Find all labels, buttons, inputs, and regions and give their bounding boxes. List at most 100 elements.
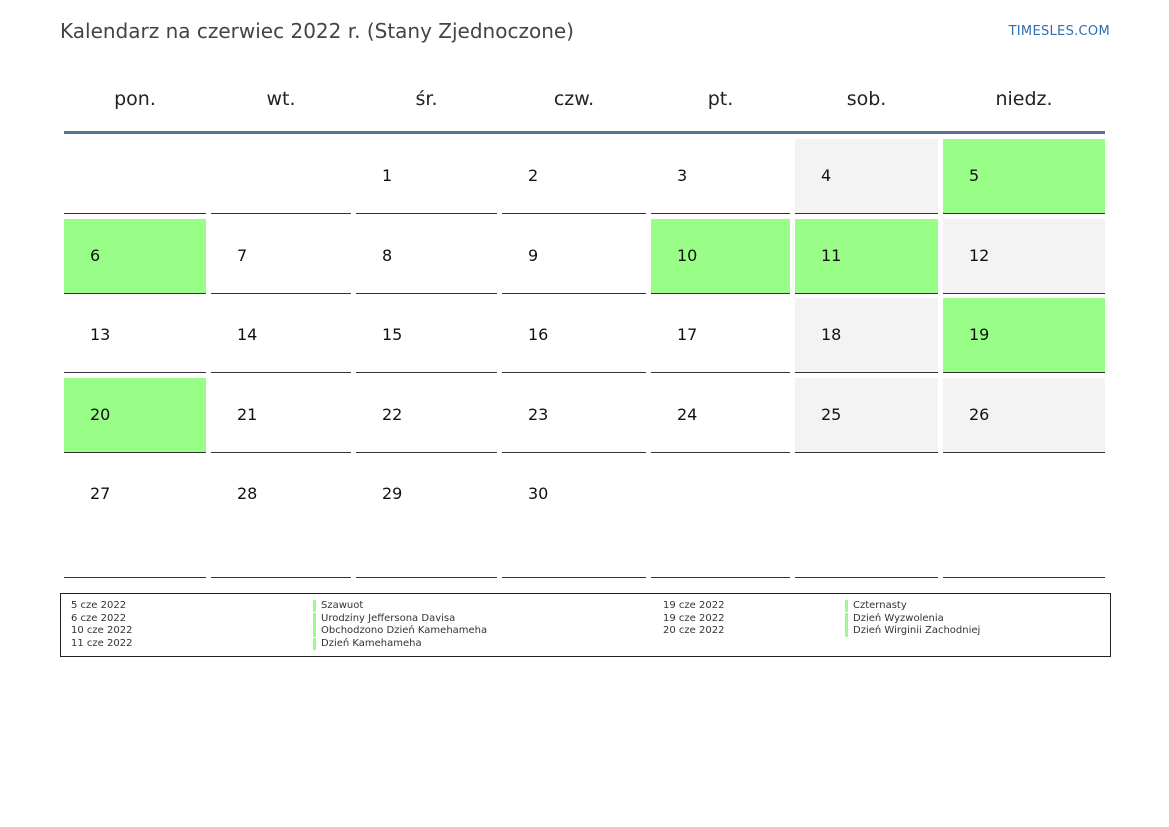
weekday-label: śr.	[415, 88, 438, 110]
holiday-name: Obchodzono Dzień Kamehameha	[321, 625, 488, 636]
day-number: 17	[677, 325, 698, 344]
holiday-marker	[313, 612, 316, 625]
day-number: 5	[969, 166, 980, 185]
holiday-marker	[313, 600, 316, 612]
day-number: 7	[237, 246, 248, 265]
day-cell: 3	[651, 139, 790, 214]
day-number: 14	[237, 325, 258, 344]
weekday-label: pt.	[707, 88, 734, 110]
holiday-name: Urodziny Jeffersona Davisa	[321, 612, 456, 624]
holiday-date: 19 cze 2022	[663, 612, 725, 624]
day-number: 1	[382, 166, 393, 185]
holiday-item: 20 cze 2022 Dzień Wirginii Zachodniej	[663, 625, 1093, 637]
day-number: 16	[528, 325, 549, 344]
header-rule	[64, 131, 1105, 134]
holiday-name: Czternasty	[853, 600, 907, 611]
day-cell: 19	[943, 298, 1105, 373]
holiday-item: 11 cze 2022 Dzień Kamehameha	[71, 637, 501, 650]
weekday-label: pon.	[114, 88, 156, 110]
day-cell: 6	[64, 219, 206, 294]
holiday-name: Szawuot	[321, 600, 364, 611]
holiday-date: 20 cze 2022	[663, 625, 725, 636]
day-number: 24	[677, 405, 698, 424]
holiday-name: Dzień Kamehameha	[321, 637, 422, 649]
holiday-marker	[845, 600, 848, 612]
holiday-name: Dzień Wirginii Zachodniej	[853, 625, 981, 636]
holiday-item: 19 cze 2022 Czternasty	[663, 600, 1093, 612]
day-cell: 20	[64, 378, 206, 453]
brand-link[interactable]: TIMESLES.COM	[1008, 24, 1110, 39]
day-number: 12	[969, 246, 990, 265]
day-number: 29	[382, 484, 403, 503]
day-cell: 28	[211, 457, 351, 578]
day-cell: 13	[64, 298, 206, 373]
day-cell: 16	[502, 298, 646, 373]
day-number: 4	[821, 166, 832, 185]
day-number: 6	[90, 246, 101, 265]
holiday-item: 5 cze 2022 Szawuot	[71, 600, 501, 612]
day-number: 22	[382, 405, 403, 424]
holiday-marker	[313, 625, 316, 637]
holiday-item: 6 cze 2022 Urodziny Jeffersona Davisa	[71, 612, 501, 625]
day-cell: 29	[356, 457, 497, 578]
day-number: 8	[382, 246, 393, 265]
weekday-label: wt.	[266, 88, 296, 110]
day-number: 13	[90, 325, 111, 344]
day-number: 18	[821, 325, 842, 344]
day-cell: 8	[356, 219, 497, 294]
holiday-marker	[845, 612, 848, 625]
day-cell: 26	[943, 378, 1105, 453]
holiday-date: 5 cze 2022	[71, 600, 127, 611]
day-cell: 1	[356, 139, 497, 214]
page-title: Kalendarz na czerwiec 2022 r. (Stany Zje…	[60, 19, 574, 43]
day-cell: 25	[795, 378, 938, 453]
day-number: 3	[677, 166, 688, 185]
day-cell: 15	[356, 298, 497, 373]
holiday-marker	[845, 625, 848, 637]
day-cell: 14	[211, 298, 351, 373]
day-number: 2	[528, 166, 539, 185]
holiday-date: 6 cze 2022	[71, 612, 127, 624]
day-number: 23	[528, 405, 549, 424]
weekday-label: czw.	[553, 88, 595, 110]
day-number: 21	[237, 405, 258, 424]
day-cell: 18	[795, 298, 938, 373]
day-cell: 22	[356, 378, 497, 453]
day-cell	[64, 139, 206, 214]
day-cell	[211, 139, 351, 214]
holiday-date: 19 cze 2022	[663, 600, 725, 611]
day-cell: 17	[651, 298, 790, 373]
day-number: 28	[237, 484, 258, 503]
day-cell: 24	[651, 378, 790, 453]
day-cell: 12	[943, 219, 1105, 294]
day-cell: 21	[211, 378, 351, 453]
day-cell: 2	[502, 139, 646, 214]
day-number: 20	[90, 405, 111, 424]
weekday-label: sob.	[846, 88, 887, 110]
day-number: 27	[90, 484, 111, 503]
holiday-marker	[313, 637, 316, 650]
day-cell: 4	[795, 139, 938, 214]
day-number: 30	[528, 484, 549, 503]
holiday-legend: 5 cze 2022 Szawuot 6 cze 2022 Urodziny Jeff…	[60, 593, 1111, 657]
holiday-date: 11 cze 2022	[71, 637, 133, 649]
day-number: 19	[969, 325, 990, 344]
day-cell	[651, 457, 790, 578]
day-number: 11	[821, 246, 842, 265]
day-cell: 5	[943, 139, 1105, 214]
holiday-date: 10 cze 2022	[71, 625, 133, 636]
day-cell	[795, 457, 938, 578]
day-cell: 30	[502, 457, 646, 578]
day-cell: 27	[64, 457, 206, 578]
day-number: 25	[821, 405, 842, 424]
holiday-name: Dzień Wyzwolenia	[853, 612, 944, 624]
holiday-item: 19 cze 2022 Dzień Wyzwolenia	[663, 612, 1093, 625]
day-number: 9	[528, 246, 539, 265]
weekday-header: pon. wt. śr. czw. pt. sob. niedz.	[64, 82, 1105, 116]
day-cell: 23	[502, 378, 646, 453]
day-number: 26	[969, 405, 990, 424]
day-number: 10	[677, 246, 698, 265]
day-cell: 11	[795, 219, 938, 294]
weekday-label: niedz.	[995, 88, 1053, 110]
